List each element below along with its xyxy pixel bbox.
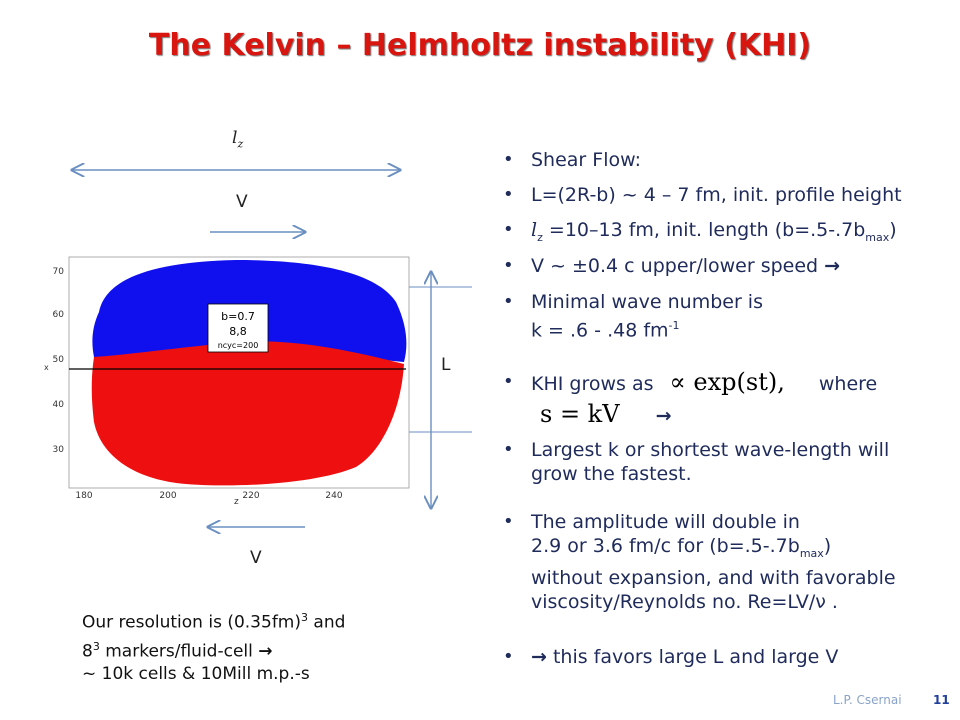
legend-ncyc: ncyc=200: [218, 341, 259, 350]
bullet-text: KHI grows as ∝ exp(st), where: [531, 370, 960, 396]
x-tick-200: 200: [159, 491, 176, 501]
note-line1-end: and: [308, 612, 346, 633]
slide-title: The Kelvin – Helmholtz instability (KHI): [148, 28, 812, 63]
fm-sup: -1: [668, 319, 680, 332]
bullet-6-where: where: [818, 373, 878, 395]
lz-sub: z: [237, 137, 244, 151]
note-line2-text: markers/fluid-cell: [99, 641, 259, 662]
page-number: 11: [933, 693, 950, 707]
lz-symbol: l: [232, 128, 238, 148]
bullet-4-text: V ~ ±0.4 c upper/lower speed: [531, 255, 825, 277]
bullet-dot: •: [503, 219, 514, 240]
right-arrow-icon: →: [655, 405, 672, 427]
bullet-dot: •: [503, 184, 514, 205]
bullet-text: The amplitude will double in 2.9 or 3.6 f…: [531, 510, 960, 614]
y-axis-label: x: [44, 363, 49, 372]
y-ticks: 70 60 50 40 30: [53, 267, 65, 455]
bullet-6-line2: s = kV →: [540, 402, 672, 428]
note-line1: Our resolution is (0.35fm): [82, 612, 301, 633]
v-bottom-label: V: [250, 548, 262, 568]
bullet-7-line2: grow the fastest.: [531, 463, 692, 485]
l-label: L: [441, 355, 451, 375]
right-arrow-icon: →: [824, 255, 841, 277]
bullet-3-text: =10–13 fm, init. length (b=.5-.7b: [542, 219, 866, 241]
bullet-8-line3: without expansion, and with favorable: [531, 566, 896, 589]
bullet-text: Largest k or shortest wave-length will gr…: [531, 438, 960, 486]
bullet-8-line1: The amplitude will double in: [531, 511, 800, 533]
bullet-3-end: ): [889, 219, 897, 241]
right-arrow-icon: →: [531, 646, 547, 668]
y-tick-40: 40: [53, 400, 65, 410]
lz-symbol: l: [531, 219, 538, 241]
y-tick-70: 70: [53, 267, 65, 277]
lz-sub: z: [537, 230, 543, 244]
x-ticks: 180 200 220 240: [75, 491, 342, 501]
right-arrow-icon: →: [258, 641, 273, 662]
bullet-text: L=(2R-b) ~ 4 – 7 fm, init. profile heigh…: [531, 184, 902, 206]
bullet-5-line2: k = .6 - .48 fm: [531, 319, 669, 342]
bullet-text: lz =10–13 fm, init. length (b=.5-.7bmax): [531, 218, 960, 250]
lower-fluid-region: [91, 341, 404, 486]
bullet-text: Minimal wave number is k = .6 - .48 fm-1: [531, 290, 960, 342]
legend-88: 8,8: [229, 325, 247, 338]
bullet-8-line2-end: ): [823, 535, 832, 557]
x-tick-220: 220: [242, 491, 259, 501]
simulation-plot: 70 60 50 40 30 180 200 220 240 x b=0.7 8…: [44, 256, 410, 501]
legend-b: b=0.7: [221, 310, 255, 323]
s-formula: s = kV: [540, 400, 620, 428]
x-tick-240: 240: [325, 491, 342, 501]
y-tick-50: 50: [53, 355, 65, 365]
plot-legend-box: [207, 303, 269, 353]
bullet-6-text: KHI grows as: [531, 373, 654, 395]
bullet-text: V ~ ±0.4 c upper/lower speed →: [531, 254, 960, 278]
bullet-text: → this favors large L and large V: [531, 645, 960, 669]
note-sup: 3: [92, 639, 100, 653]
bullet-8-line4: viscosity/Reynolds no. Re=LV/ν .: [531, 590, 838, 613]
note-line2: 8: [82, 641, 93, 662]
footer-author: L.P. Csernai: [833, 693, 902, 707]
bullet-7-line1: Largest k or shortest wave-length will: [531, 439, 890, 461]
note-sup: 3: [301, 611, 308, 624]
y-tick-30: 30: [53, 445, 65, 455]
bullet-dot: •: [503, 149, 514, 170]
x-axis-label: z: [234, 497, 239, 507]
note-line3: ~ 10k cells & 10Mill m.p.-s: [82, 664, 310, 685]
bullet-dot: •: [503, 255, 514, 276]
bullet-8-line2: 2.9 or 3.6 fm/c for (b=.5-.7b: [531, 535, 800, 557]
bullet-9-text: this favors large L and large V: [546, 646, 839, 668]
bullet-dot: •: [503, 291, 514, 312]
bullet-dot: •: [503, 511, 514, 532]
v-top-label: V: [236, 192, 248, 212]
resolution-note: Our resolution is (0.35fm)3 and 83 marke…: [82, 606, 402, 686]
bullet-dot: •: [503, 646, 514, 667]
growth-formula: ∝ exp(st),: [669, 368, 785, 396]
bullet-5-line1: Minimal wave number is: [531, 291, 763, 313]
bullet-dot: •: [503, 439, 514, 460]
lz-label: lz: [232, 128, 243, 150]
x-tick-180: 180: [75, 491, 92, 501]
bmax-sub: max: [799, 546, 824, 560]
bmax-sub: max: [865, 230, 890, 244]
y-tick-60: 60: [53, 310, 65, 320]
bullet-text: Shear Flow:: [531, 149, 642, 171]
bullet-dot: •: [503, 371, 514, 392]
